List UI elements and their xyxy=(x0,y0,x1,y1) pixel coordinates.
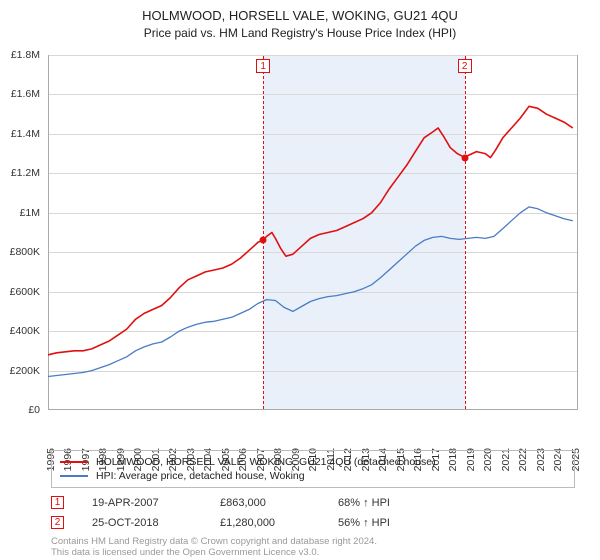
y-axis-labels: £0£200K£400K£600K£800K£1M£1.2M£1.4M£1.6M… xyxy=(0,55,44,410)
title-area: HOLMWOOD, HORSELL VALE, WOKING, GU21 4QU… xyxy=(0,0,600,44)
sale-price-2: £1,280,000 xyxy=(220,517,310,529)
legend-label-0: HOLMWOOD, HORSELL VALE, WOKING, GU21 4QU… xyxy=(96,456,436,468)
y-tick-label: £1.4M xyxy=(11,128,40,140)
sale-date-1: 19-APR-2007 xyxy=(92,497,192,509)
y-tick-label: £1.6M xyxy=(11,88,40,100)
chart-marker-box: 2 xyxy=(458,59,472,73)
chart-container: HOLMWOOD, HORSELL VALE, WOKING, GU21 4QU… xyxy=(0,0,600,560)
y-tick-label: £0 xyxy=(28,404,40,416)
y-tick-label: £600K xyxy=(10,286,40,298)
y-tick-label: £200K xyxy=(10,365,40,377)
footer-note: Contains HM Land Registry data © Crown c… xyxy=(51,537,377,559)
sale-date-2: 25-OCT-2018 xyxy=(92,517,192,529)
plot-area: 12 xyxy=(48,55,578,410)
x-axis-labels: 1995199619971998199920002001200220032004… xyxy=(48,412,578,452)
sale-hpi-2: 56% ↑ HPI xyxy=(338,517,428,529)
legend-swatch-0 xyxy=(60,461,88,463)
sale-point xyxy=(461,154,468,161)
shaded-band xyxy=(263,56,465,409)
sale-marker-2: 2 xyxy=(51,516,64,529)
sale-price-1: £863,000 xyxy=(220,497,310,509)
footer-line-2: This data is licensed under the Open Gov… xyxy=(51,548,377,559)
y-tick-label: £1.8M xyxy=(11,49,40,61)
sale-marker-1: 1 xyxy=(51,496,64,509)
chart-subtitle: Price paid vs. HM Land Registry's House … xyxy=(10,26,590,40)
sale-row-1: 1 19-APR-2007 £863,000 68% ↑ HPI xyxy=(51,496,581,509)
legend: HOLMWOOD, HORSELL VALE, WOKING, GU21 4QU… xyxy=(51,450,575,488)
y-tick-label: £1.2M xyxy=(11,167,40,179)
legend-label-1: HPI: Average price, detached house, Woki… xyxy=(96,470,305,482)
chart-marker-box: 1 xyxy=(256,59,270,73)
sale-point xyxy=(260,236,267,243)
legend-swatch-1 xyxy=(60,475,88,477)
chart-title: HOLMWOOD, HORSELL VALE, WOKING, GU21 4QU xyxy=(10,8,590,23)
y-tick-label: £400K xyxy=(10,325,40,337)
sale-row-2: 2 25-OCT-2018 £1,280,000 56% ↑ HPI xyxy=(51,516,581,529)
legend-item-1: HPI: Average price, detached house, Woki… xyxy=(60,469,566,483)
y-tick-label: £800K xyxy=(10,246,40,258)
sale-hpi-1: 68% ↑ HPI xyxy=(338,497,428,509)
legend-item-0: HOLMWOOD, HORSELL VALE, WOKING, GU21 4QU… xyxy=(60,455,566,469)
y-tick-label: £1M xyxy=(20,207,40,219)
